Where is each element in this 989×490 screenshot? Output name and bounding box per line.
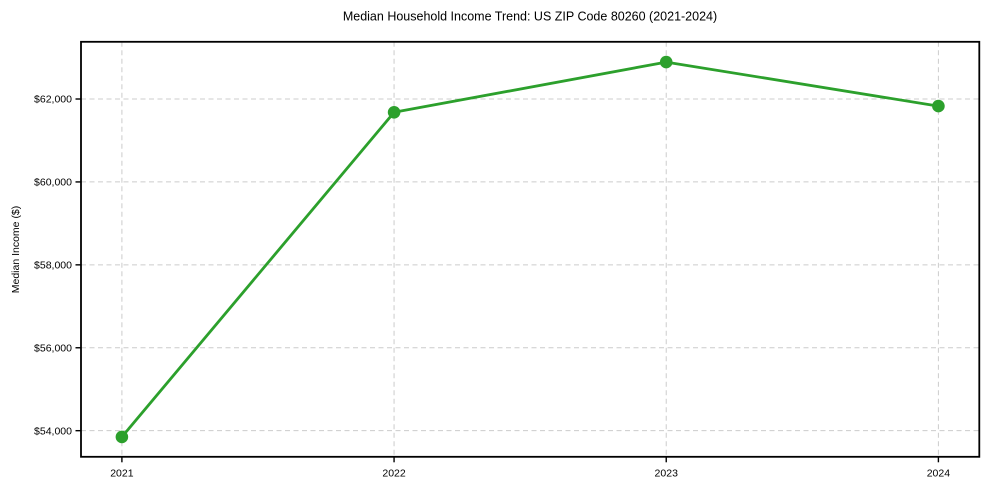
x-tick-label: 2023 — [655, 467, 679, 479]
y-axis-label: Median Income ($) — [10, 206, 22, 294]
data-point-2022 — [387, 106, 401, 119]
data-point-2021 — [115, 430, 129, 444]
series-layer — [115, 55, 945, 444]
data-point-2023 — [659, 55, 673, 69]
y-tick-label: $62,000 — [34, 94, 72, 106]
plot-border — [80, 40, 981, 458]
x-tick-label: 2024 — [927, 467, 951, 479]
trend-line — [120, 60, 940, 439]
y-tick-label: $60,000 — [34, 177, 72, 189]
x-tick-label: 2021 — [110, 467, 134, 479]
grid-layer — [81, 41, 980, 457]
chart-title: Median Household Income Trend: US ZIP Co… — [343, 10, 717, 24]
y-tick-label: $54,000 — [34, 425, 72, 437]
spine-layer — [80, 40, 981, 458]
x-tick-label: 2022 — [382, 467, 406, 479]
y-tick-label: $58,000 — [34, 260, 72, 272]
data-point-2024 — [932, 99, 945, 113]
tick-layer: $54,000 $56,000 $58,000 $60,000 $62,000 2021 2… — [34, 94, 950, 480]
y-tick-label: $56,000 — [34, 342, 72, 354]
